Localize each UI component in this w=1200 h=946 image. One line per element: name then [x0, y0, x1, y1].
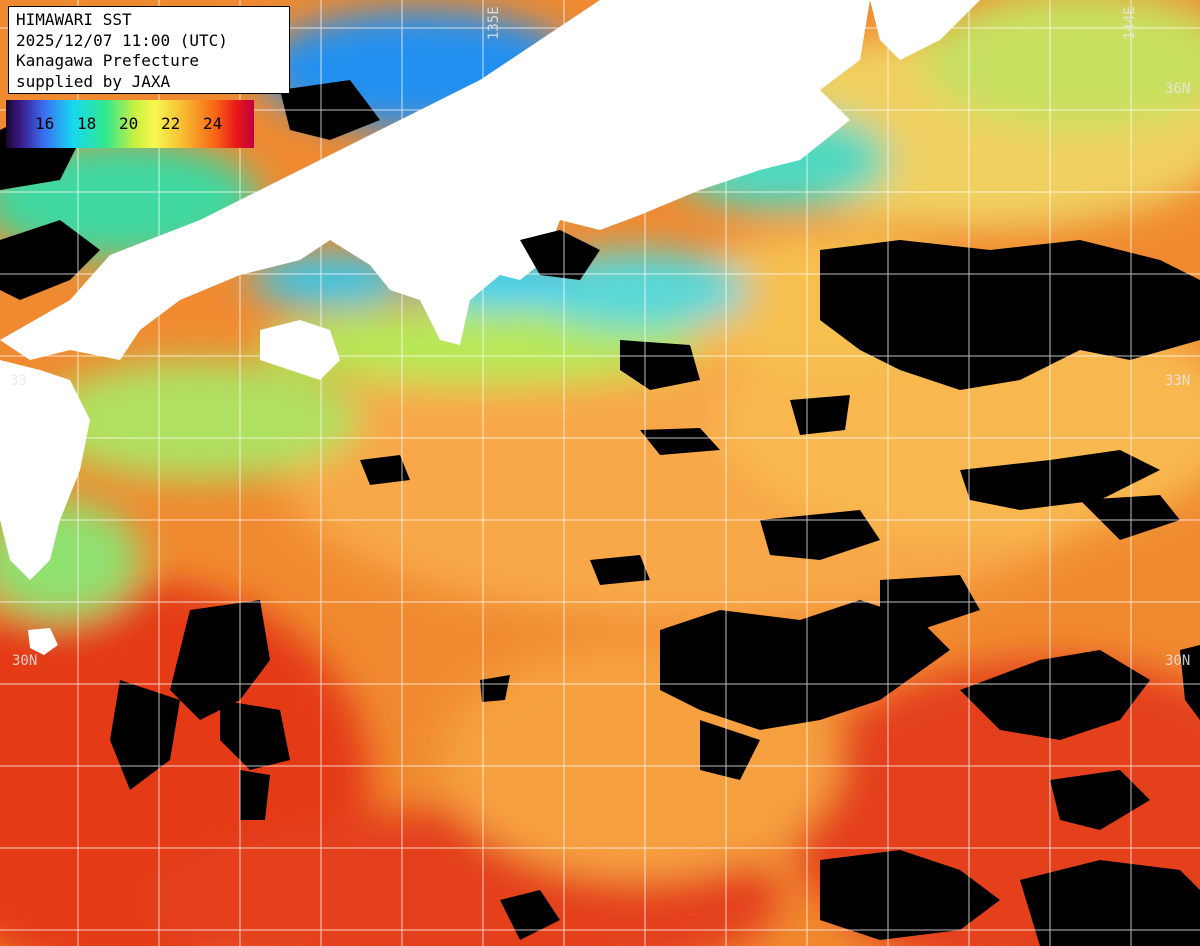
lat-label-30n-right: 30N	[1165, 653, 1191, 669]
kyushu-landmass	[0, 360, 90, 580]
legend-tick-16: 16	[35, 114, 55, 133]
title-region: Kanagawa Prefecture	[16, 51, 200, 70]
boso-landmass	[870, 0, 980, 60]
title-box: HIMAWARI SST 2025/12/07 11:00 (UTC) Kana…	[8, 6, 290, 94]
title-product: HIMAWARI SST	[16, 10, 132, 29]
lon-label-144e: 144E	[1122, 6, 1138, 40]
title-credit: supplied by JAXA	[16, 71, 171, 91]
lat-label-33n-right: 33N	[1165, 373, 1191, 389]
legend-tick-22: 22	[161, 114, 181, 133]
honshu-shikoku-landmass	[0, 0, 870, 360]
lat-label-30n-left: 30N	[12, 653, 38, 669]
shikoku-coast	[260, 320, 340, 380]
legend-tick-24: 24	[203, 114, 223, 133]
temperature-legend: 16 18 20 22 24	[6, 100, 254, 148]
island	[28, 628, 58, 655]
legend-tick-20: 20	[119, 114, 139, 133]
title-timestamp: 2025/12/07 11:00 (UTC)	[16, 30, 228, 50]
lat-label-36n-right: 36N	[1165, 81, 1191, 97]
land	[0, 0, 980, 655]
lat-label-33-left: 33	[10, 373, 27, 389]
legend-tick-18: 18	[77, 114, 97, 133]
lon-label-135e: 135E	[486, 6, 502, 40]
